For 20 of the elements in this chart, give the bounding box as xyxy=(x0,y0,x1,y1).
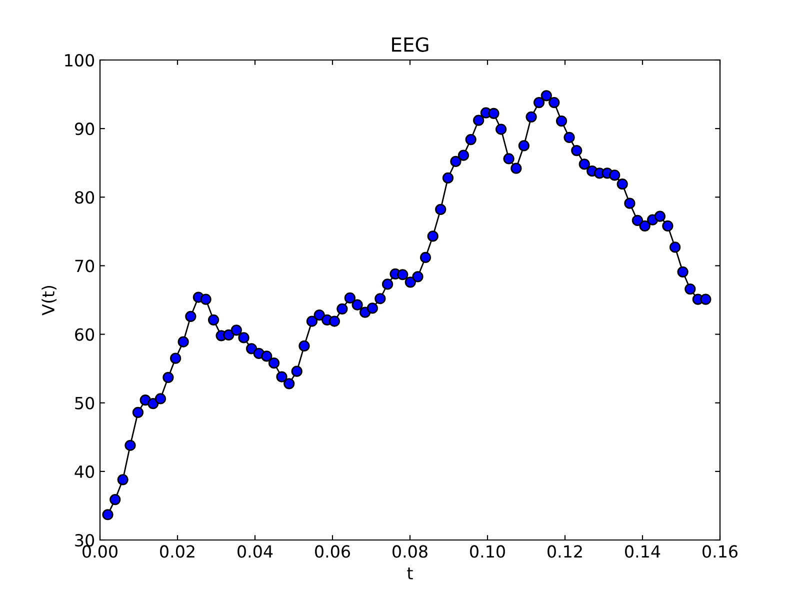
y-tick-label: 30 xyxy=(75,534,94,547)
y-tick-label: 40 xyxy=(74,465,94,478)
x-axis-title: t xyxy=(407,568,413,580)
x-tick-label: 0.04 xyxy=(238,545,273,558)
y-tick-label: 80 xyxy=(75,191,94,204)
x-tick-label: 0.08 xyxy=(392,545,428,558)
x-tick-label: 0.02 xyxy=(160,545,194,558)
y-tick-label: 90 xyxy=(74,122,94,136)
y-tick-label: 50 xyxy=(75,396,94,410)
x-tick-label: 0.14 xyxy=(625,545,660,558)
y-tick-label: 60 xyxy=(75,328,94,341)
y-axis-title: V(t) xyxy=(42,286,57,316)
x-tick-label: 0.12 xyxy=(548,545,582,558)
x-tick-label: 0.00 xyxy=(82,545,118,558)
chart-title: EEG xyxy=(392,37,428,52)
y-tick-label: 100 xyxy=(65,54,94,67)
x-tick-label: 0.10 xyxy=(470,545,505,558)
x-tick-label: 0.06 xyxy=(315,545,350,558)
y-tick-label: 70 xyxy=(75,260,94,272)
x-tick-label: 0.16 xyxy=(702,545,738,558)
